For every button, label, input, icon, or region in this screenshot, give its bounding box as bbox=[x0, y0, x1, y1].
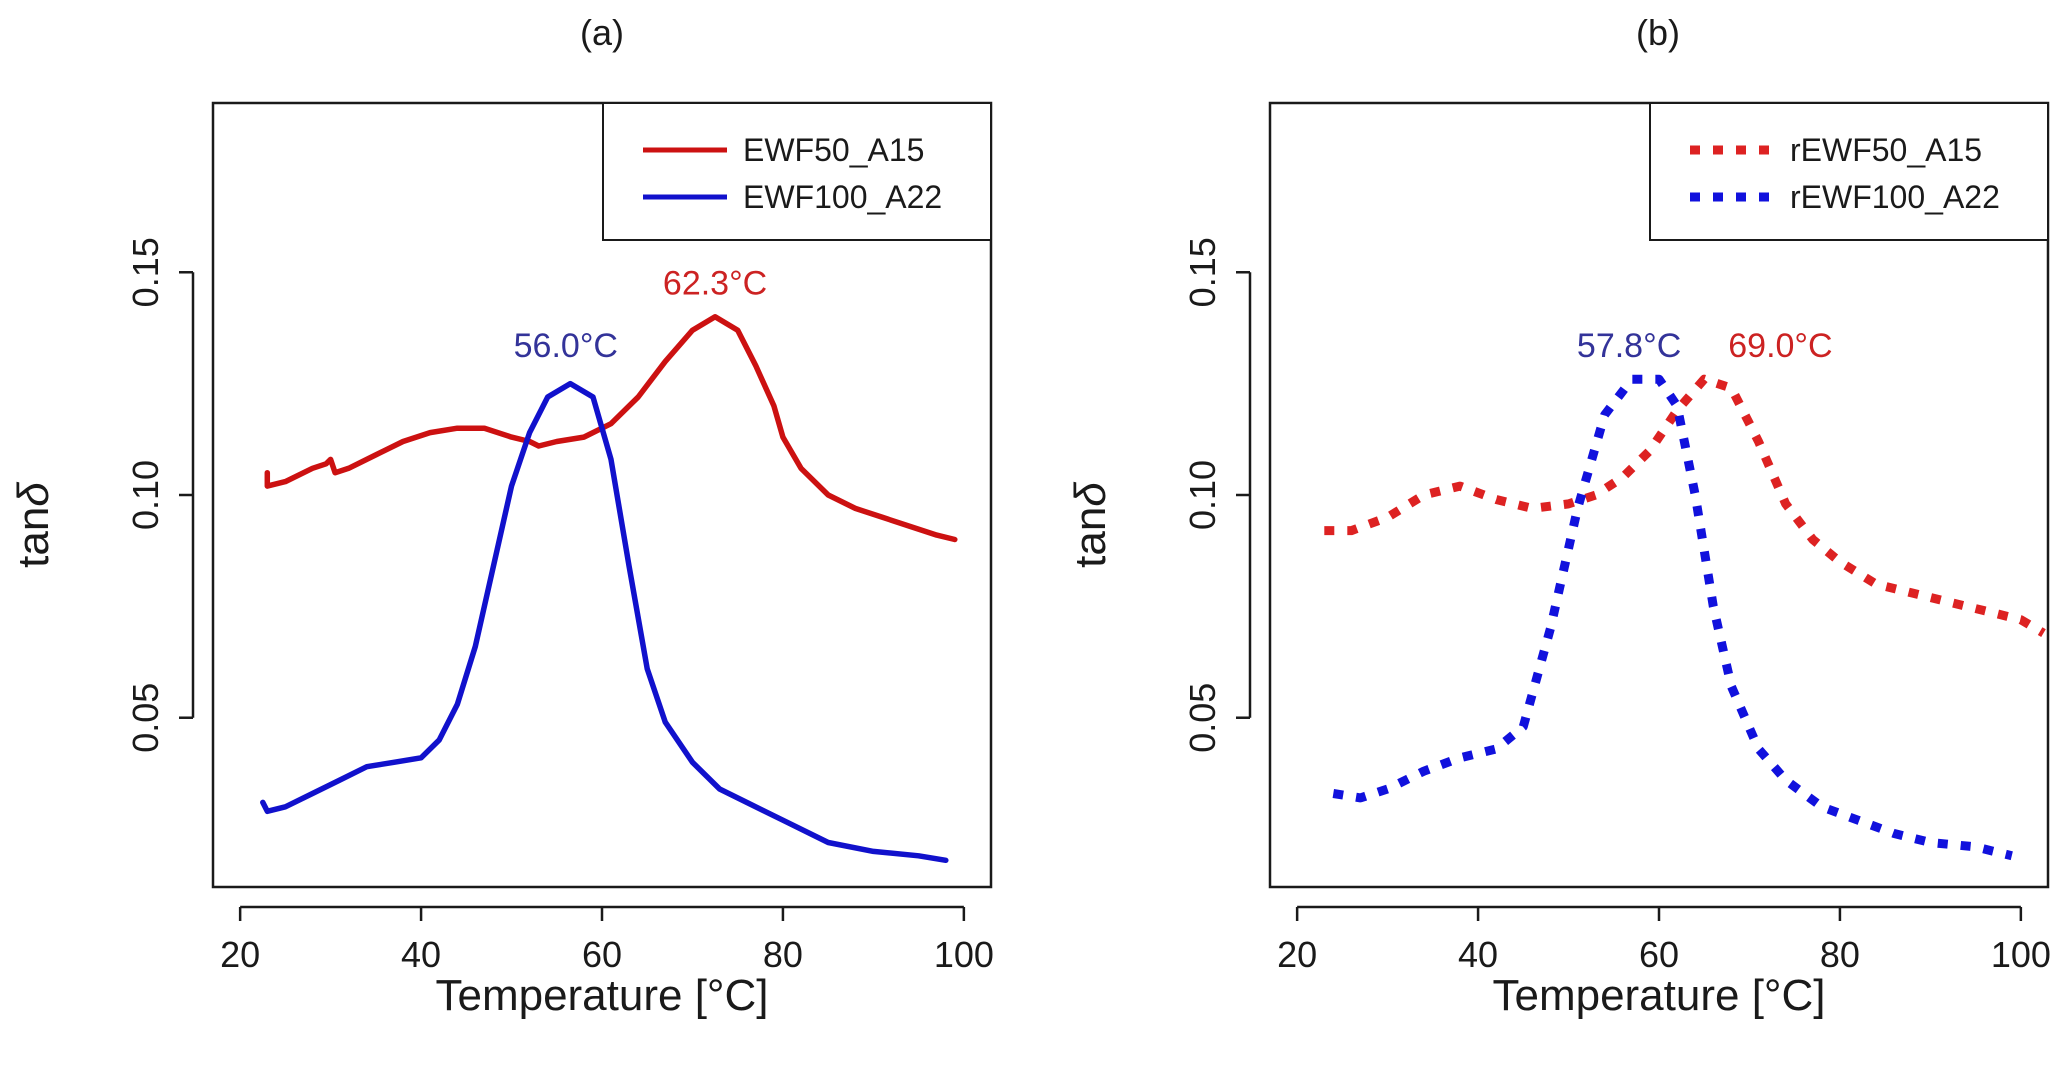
peak-annotation: 56.0°C bbox=[514, 327, 618, 365]
y-axis-title-symbol: δ bbox=[9, 482, 58, 507]
x-tick-label: 20 bbox=[220, 934, 260, 975]
x-axis-title: Temperature [°C] bbox=[1492, 971, 1825, 1020]
legend-box bbox=[1649, 102, 2049, 241]
series-line-ewf100_a22 bbox=[260, 380, 949, 864]
y-tick-label: 0.05 bbox=[1182, 683, 1223, 753]
series-line-rewf100_a22 bbox=[1332, 374, 2013, 861]
y-axis-title: tanδ bbox=[9, 482, 58, 568]
legend-label: EWF50_A15 bbox=[743, 132, 924, 168]
x-tick-label: 100 bbox=[934, 934, 994, 975]
x-tick-label: 40 bbox=[1458, 934, 1498, 975]
y-axis-title-main: tan bbox=[1066, 507, 1115, 568]
x-tick-label: 80 bbox=[763, 934, 803, 975]
legend-label: rEWF50_A15 bbox=[1790, 132, 1982, 168]
series-line-ewf50_a15 bbox=[264, 314, 958, 543]
legend-box bbox=[602, 102, 992, 241]
y-tick-label: 0.10 bbox=[125, 460, 166, 530]
peak-annotation: 69.0°C bbox=[1728, 327, 1832, 365]
y-tick-label: 0.05 bbox=[125, 683, 166, 753]
legend: rEWF50_A15 rEWF100_A22 bbox=[1649, 102, 2049, 241]
y-axis-title-main: tan bbox=[9, 507, 58, 568]
y-tick-label: 0.15 bbox=[1182, 237, 1223, 307]
legend: EWF50_A15 EWF100_A22 bbox=[602, 102, 992, 241]
peak-annotation: 57.8°C bbox=[1577, 327, 1681, 365]
panel-a: (a) 20 40 60 80 100 0.05 0.10 0.15 Temperature [°… bbox=[9, 12, 994, 1020]
panel-b: (b) 20 40 60 80 100 0.05 0.10 0.15 Temperature [°… bbox=[1066, 12, 2051, 1020]
panel-label: (a) bbox=[580, 12, 624, 53]
y-axis-title: tanδ bbox=[1066, 482, 1115, 568]
series-line-rewf50_a15 bbox=[1324, 374, 2046, 637]
x-tick-label: 80 bbox=[1820, 934, 1860, 975]
x-tick-label: 60 bbox=[582, 934, 622, 975]
x-axis-title: Temperature [°C] bbox=[435, 971, 768, 1020]
peak-annotation: 62.3°C bbox=[663, 265, 767, 303]
x-tick-label: 20 bbox=[1277, 934, 1317, 975]
x-tick-label: 100 bbox=[1991, 934, 2051, 975]
legend-label: EWF100_A22 bbox=[743, 179, 942, 215]
x-tick-label: 60 bbox=[1639, 934, 1679, 975]
panel-label: (b) bbox=[1636, 12, 1680, 53]
y-tick-label: 0.10 bbox=[1182, 460, 1223, 530]
y-tick-label: 0.15 bbox=[125, 237, 166, 307]
y-axis-title-symbol: δ bbox=[1066, 482, 1115, 507]
x-tick-label: 40 bbox=[401, 934, 441, 975]
legend-label: rEWF100_A22 bbox=[1790, 179, 2000, 215]
